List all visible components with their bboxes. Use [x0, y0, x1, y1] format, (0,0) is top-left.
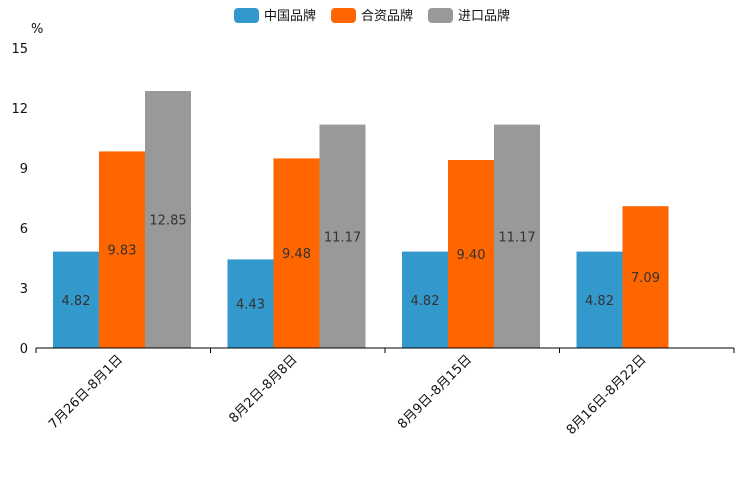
x-tick-label: 7月26日-8月1日	[46, 352, 126, 432]
data-label-1-2: 9.40	[457, 248, 486, 263]
data-label-0-3: 4.82	[585, 294, 614, 309]
bar-1-0	[99, 151, 145, 348]
bar-0-3	[576, 251, 623, 348]
x-tick-label: 8月16日-8月22日	[564, 352, 650, 438]
x-tick-label: 8月9日-8月15日	[395, 352, 475, 432]
data-label-0-0: 4.82	[62, 294, 91, 309]
legend-label-2: 进口品牌	[458, 8, 510, 24]
legend-swatch-2	[428, 8, 453, 23]
data-label-1-1: 9.48	[282, 247, 311, 262]
data-labels: 4.82 4.43 4.82 4.82 9.83 9.48 9.40 7.09 12.85 11.…	[62, 214, 660, 313]
y-tick-label: 0	[20, 342, 28, 357]
y-axis-unit: %	[31, 22, 43, 37]
bars	[53, 91, 669, 348]
bar-0-1	[227, 259, 274, 348]
legend-swatch-1	[331, 8, 356, 23]
bar-1-1	[273, 158, 320, 348]
data-label-0-2: 4.82	[411, 294, 440, 309]
legend-swatch-0	[234, 8, 259, 23]
x-tick-label: 8月2日-8月8日	[226, 352, 300, 426]
bar-2-2	[494, 124, 540, 348]
y-tick-label: 6	[20, 222, 28, 237]
bar-0-0	[53, 251, 99, 348]
bar-1-2	[448, 160, 494, 348]
data-label-2-2: 11.17	[498, 230, 535, 245]
y-tick-label: 15	[11, 42, 28, 57]
data-label-1-3: 7.09	[631, 271, 660, 286]
bar-1-3	[622, 206, 669, 348]
bar-2-0	[145, 91, 191, 348]
y-tick-label: 9	[20, 162, 28, 177]
y-tick-label: 3	[20, 282, 28, 297]
data-label-2-0: 12.85	[149, 214, 186, 229]
data-label-1-0: 9.83	[108, 244, 137, 259]
y-tick-label: 12	[11, 102, 28, 117]
data-label-2-1: 11.17	[324, 230, 361, 245]
legend-label-1: 合资品牌	[361, 8, 413, 24]
bar-0-2	[402, 251, 448, 348]
y-axis-ticks: 0 3 6 9 12 15	[11, 42, 28, 357]
data-label-0-1: 4.43	[236, 298, 265, 313]
x-axis-ticks: 7月26日-8月1日 8月2日-8月8日 8月9日-8月15日 8月16日-8月22日	[35, 348, 735, 438]
legend: 中国品牌 合资品牌 进口品牌	[234, 8, 510, 24]
legend-label-0: 中国品牌	[264, 8, 316, 24]
bar-2-1	[319, 124, 366, 348]
